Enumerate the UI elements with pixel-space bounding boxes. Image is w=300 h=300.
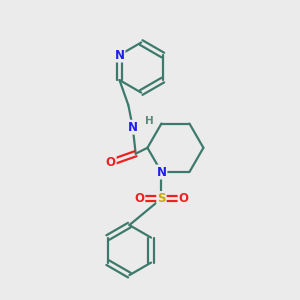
Text: O: O: [134, 192, 144, 205]
Text: O: O: [178, 192, 188, 205]
Text: O: O: [106, 156, 116, 169]
Text: N: N: [115, 49, 124, 62]
Text: N: N: [157, 166, 166, 178]
Text: S: S: [157, 192, 166, 205]
Text: H: H: [145, 116, 153, 126]
Text: N: N: [128, 121, 138, 134]
